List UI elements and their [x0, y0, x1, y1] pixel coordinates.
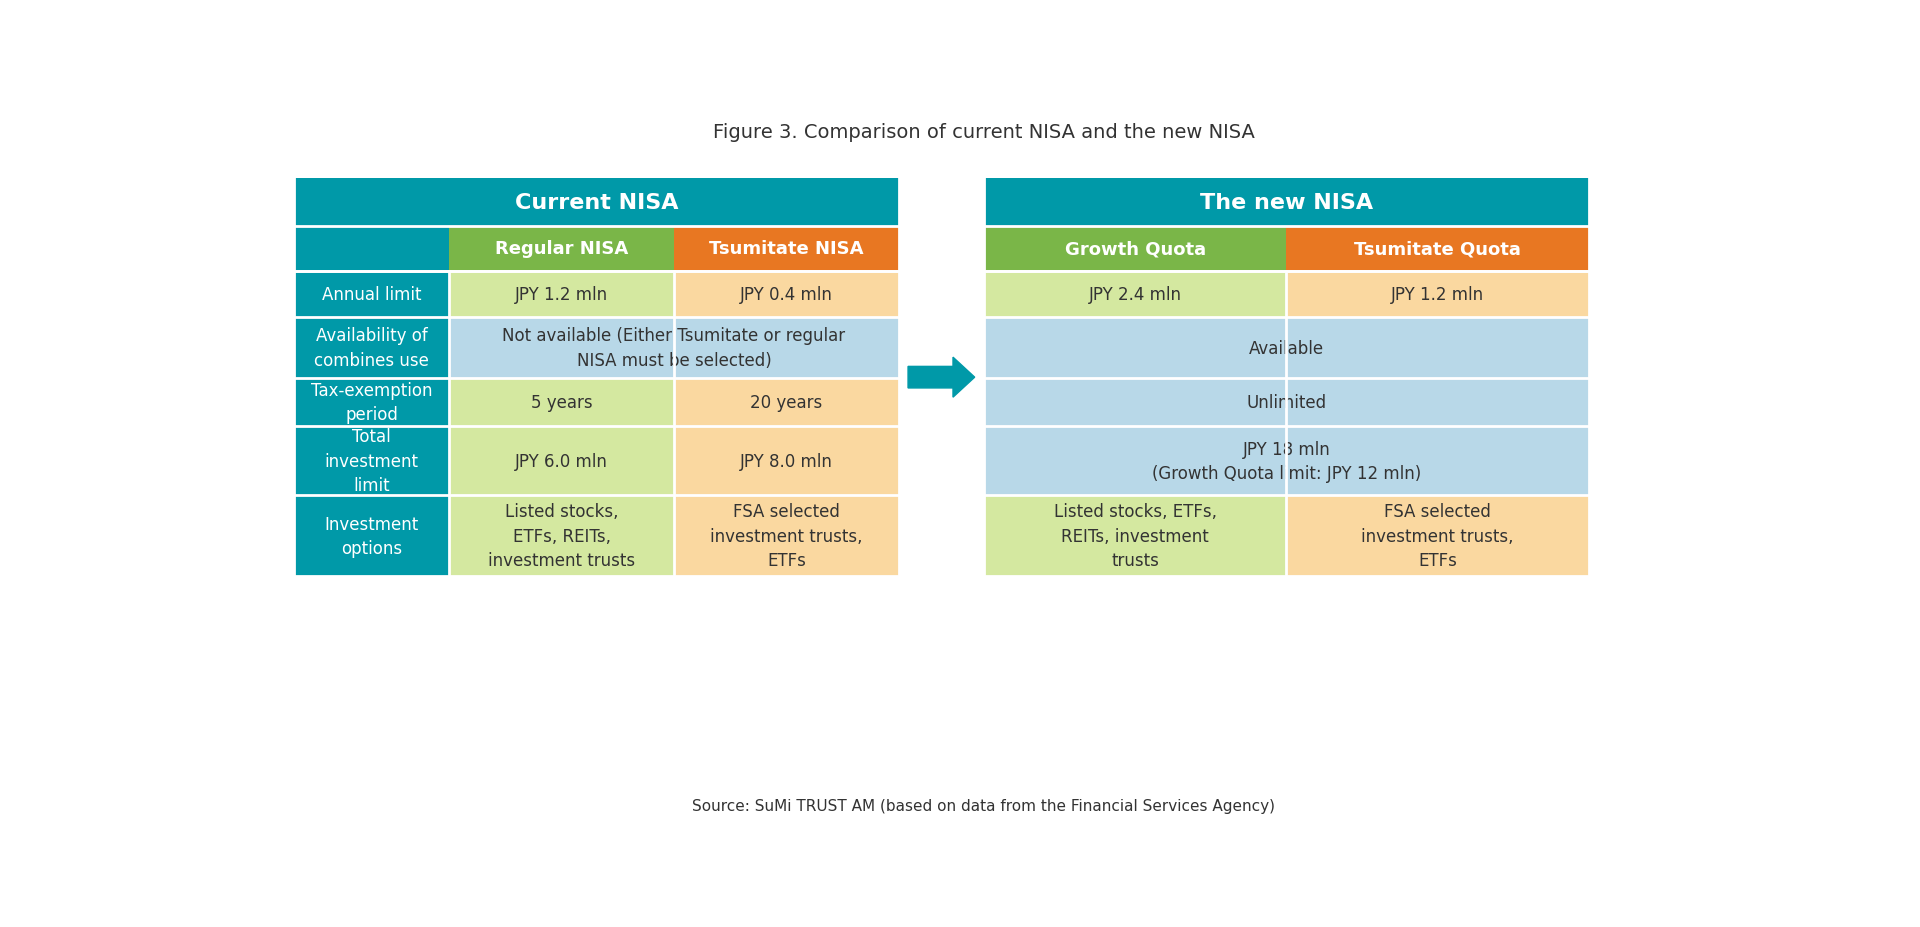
Text: Growth Quota: Growth Quota [1064, 240, 1206, 258]
Text: Tsumitate NISA: Tsumitate NISA [708, 240, 864, 258]
Text: Tax-exemption
period: Tax-exemption period [311, 382, 432, 424]
Text: JPY 8.0 mln: JPY 8.0 mln [739, 452, 833, 470]
Text: JPY 18 mln
(Growth Quota limit: JPY 12 mln): JPY 18 mln (Growth Quota limit: JPY 12 m… [1152, 440, 1421, 482]
Bar [449, 426, 674, 496]
Bar [1286, 226, 1588, 272]
Bar [674, 496, 899, 577]
FancyArrow shape [908, 358, 975, 398]
Text: 5 years: 5 years [530, 394, 593, 412]
Text: The new NISA: The new NISA [1200, 193, 1373, 213]
Bar [983, 496, 1286, 577]
Bar [449, 226, 674, 272]
Text: Tsumitate Quota: Tsumitate Quota [1354, 240, 1521, 258]
Text: JPY 0.4 mln: JPY 0.4 mln [739, 286, 833, 303]
Text: JPY 1.2 mln: JPY 1.2 mln [515, 286, 609, 303]
Text: Regular NISA: Regular NISA [495, 240, 628, 258]
Bar [449, 317, 899, 379]
Bar [294, 179, 899, 226]
Text: Investment
options: Investment options [324, 515, 419, 557]
Bar [294, 317, 449, 379]
Text: Total
investment
limit: Total investment limit [324, 428, 419, 494]
Bar [449, 272, 674, 317]
Text: JPY 2.4 mln: JPY 2.4 mln [1089, 286, 1181, 303]
Text: Listed stocks,
ETFs, REITs,
investment trusts: Listed stocks, ETFs, REITs, investment t… [488, 503, 636, 569]
Text: Not available (Either Tsumitate or regular
NISA must be selected): Not available (Either Tsumitate or regul… [503, 327, 845, 369]
Text: Figure 3. Comparison of current NISA and the new NISA: Figure 3. Comparison of current NISA and… [712, 123, 1256, 142]
Bar [1286, 272, 1588, 317]
Bar [449, 379, 674, 426]
Bar [449, 496, 674, 577]
Text: Available: Available [1248, 339, 1323, 357]
Bar [294, 496, 449, 577]
Bar [294, 226, 449, 272]
Bar [983, 226, 1286, 272]
Bar [294, 272, 449, 317]
Bar [294, 426, 449, 496]
Text: 20 years: 20 years [751, 394, 822, 412]
Bar [294, 379, 449, 426]
Bar [983, 426, 1588, 496]
Bar [983, 272, 1286, 317]
Bar [674, 379, 899, 426]
Bar [1286, 496, 1588, 577]
Text: Source: SuMi TRUST AM (based on data from the Financial Services Agency): Source: SuMi TRUST AM (based on data fro… [693, 798, 1275, 813]
Bar [983, 179, 1588, 226]
Text: Current NISA: Current NISA [515, 193, 678, 213]
Text: Listed stocks, ETFs,
REITs, investment
trusts: Listed stocks, ETFs, REITs, investment t… [1054, 503, 1217, 569]
Text: Availability of
combines use: Availability of combines use [315, 327, 430, 369]
Text: JPY 6.0 mln: JPY 6.0 mln [515, 452, 609, 470]
Text: FSA selected
investment trusts,
ETFs: FSA selected investment trusts, ETFs [710, 503, 862, 569]
Bar [674, 226, 899, 272]
Text: Unlimited: Unlimited [1246, 394, 1327, 412]
Text: FSA selected
investment trusts,
ETFs: FSA selected investment trusts, ETFs [1361, 503, 1513, 569]
Text: Annual limit: Annual limit [323, 286, 422, 303]
Bar [983, 317, 1588, 379]
Text: JPY 1.2 mln: JPY 1.2 mln [1390, 286, 1484, 303]
Bar [674, 426, 899, 496]
Bar [983, 379, 1588, 426]
Bar [674, 272, 899, 317]
